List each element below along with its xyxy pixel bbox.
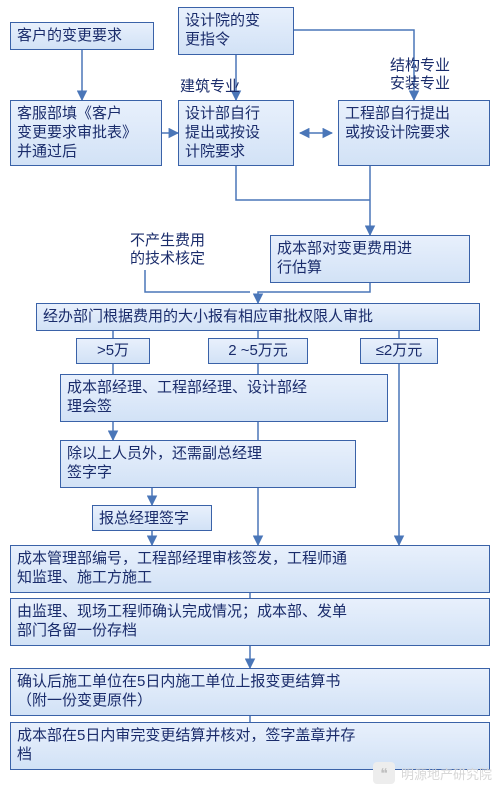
- node-n1: 客户的变更要求: [10, 22, 154, 50]
- label-l1: 建筑专业: [180, 78, 240, 96]
- node-n10: ≤2万元: [360, 338, 438, 364]
- node-n2: 设计院的变更指令: [178, 7, 294, 55]
- edge-n6-n7: [258, 283, 370, 303]
- node-n3: 客服部填《客户变更要求审批表》并通过后: [10, 100, 162, 166]
- node-n11: 成本部经理、工程部经理、设计部经理会签: [60, 374, 388, 422]
- node-n6: 成本部对变更费用进行估算: [270, 235, 470, 283]
- label-l2: 结构专业安装专业: [390, 57, 450, 93]
- node-n8: >5万: [76, 338, 150, 364]
- edge-tech-n7: [145, 270, 250, 292]
- footer-watermark: ❝ 明源地产研究院: [373, 762, 492, 784]
- node-n7: 经办部门根据费用的大小报有相应审批权限人审批: [36, 303, 480, 331]
- node-n5: 工程部自行提出或按设计院要求: [338, 100, 490, 166]
- node-n15: 由监理、现场工程师确认完成情况；成本部、发单部门各留一份存档: [10, 598, 490, 646]
- label-l3: 不产生费用的技术核定: [130, 232, 205, 268]
- node-n12: 除以上人员外，还需副总经理签字字: [60, 440, 356, 488]
- node-n14: 成本管理部编号，工程部经理审核签发，工程师通知监理、施工方施工: [10, 545, 490, 593]
- footer-text: 明源地产研究院: [401, 764, 492, 783]
- wechat-icon: ❝: [373, 762, 395, 784]
- edge-n4-j1: [236, 166, 370, 200]
- node-n9: 2 ~5万元: [208, 338, 308, 364]
- node-n4: 设计部自行提出或按设计院要求: [178, 100, 294, 166]
- node-n13: 报总经理签字: [92, 505, 212, 531]
- node-n16: 确认后施工单位在5日内施工单位上报变更结算书（附一份变更原件）: [10, 668, 490, 716]
